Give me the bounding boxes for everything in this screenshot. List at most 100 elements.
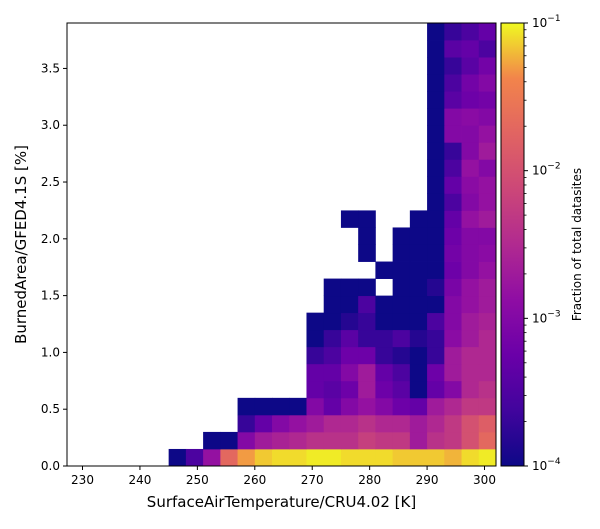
heatmap-cell (478, 363, 497, 382)
heatmap-cell (358, 244, 376, 262)
heatmap-cell (444, 346, 462, 365)
x-tick-label: 290 (416, 473, 439, 487)
heatmap-cell (306, 380, 325, 399)
heatmap-cell (427, 397, 445, 416)
heatmap-cell (392, 227, 411, 245)
x-tick-label: 280 (358, 473, 381, 487)
colorbar-tick-label: 10−1 (532, 14, 561, 30)
heatmap-cell (237, 431, 256, 450)
heatmap-cell (427, 142, 445, 160)
heatmap-cell (427, 312, 445, 331)
heatmap-cell (340, 448, 359, 467)
heatmap-cell (444, 210, 462, 228)
heatmap-cell (427, 346, 445, 365)
y-tick-label: 0.5 (41, 402, 60, 416)
heatmap-cell (237, 414, 256, 433)
heatmap-cell (254, 431, 273, 450)
y-tick-label: 3.0 (41, 118, 60, 132)
heatmap-cell (444, 261, 462, 279)
heatmap-cell (392, 329, 411, 348)
heatmap-cell (427, 329, 445, 348)
heatmap-cell (392, 448, 411, 467)
heatmap-cell (409, 363, 428, 382)
x-tick-label: 260 (243, 473, 266, 487)
heatmap-cell (358, 380, 376, 399)
heatmap-cell (392, 363, 411, 382)
heatmap-cell (340, 295, 359, 314)
heatmap-cell (427, 159, 445, 177)
y-tick-label: 1.0 (41, 345, 60, 359)
heatmap-cell (289, 431, 307, 450)
heatmap-cell (427, 295, 445, 314)
heatmap-cell (478, 346, 497, 365)
heatmap-cell (306, 363, 325, 382)
heatmap-cell (427, 448, 445, 467)
heatmap-cell (461, 142, 480, 160)
heatmap-cell (375, 380, 394, 399)
heatmap-cell (323, 278, 342, 297)
heatmap-cell (461, 227, 480, 245)
heatmap-cell (461, 431, 480, 450)
heatmap-cell (340, 329, 359, 348)
heatmap-cell (254, 448, 273, 467)
heatmap-cell (409, 210, 428, 228)
heatmap-cell (358, 363, 376, 382)
heatmap-cell (461, 125, 480, 143)
heatmap-cell (340, 431, 359, 450)
heatmap-cell (340, 278, 359, 297)
heatmap-cell (358, 448, 376, 467)
heatmap-cell (375, 414, 394, 433)
heatmap-cell (203, 431, 221, 450)
heatmap-cell (478, 261, 497, 279)
heatmap-cell (478, 380, 497, 399)
heatmap-cell (358, 431, 376, 450)
heatmap-cell (409, 295, 428, 314)
heatmap-cell (306, 431, 325, 450)
heatmap-cell (461, 193, 480, 211)
heatmap-cell (444, 159, 462, 177)
heatmap-cell (461, 176, 480, 194)
colorbar (500, 22, 525, 467)
heatmap-cell (409, 448, 428, 467)
heatmap-cell (461, 295, 480, 314)
heatmap-cell (323, 380, 342, 399)
y-tick-label: 2.5 (41, 175, 60, 189)
heatmap-cell (306, 448, 325, 467)
heatmap-cell (478, 91, 497, 109)
heatmap-cell (306, 346, 325, 365)
heatmap-cell (409, 244, 428, 262)
heatmap-cell (168, 448, 187, 467)
y-axis-label: BurnedArea/GFED4.1S [%] (12, 145, 30, 344)
heatmap-cell (461, 346, 480, 365)
heatmap-cell (478, 176, 497, 194)
heatmap-cell (461, 91, 480, 109)
heatmap-cell (289, 414, 307, 433)
heatmap-cell (427, 244, 445, 262)
heatmap-cell (392, 244, 411, 262)
heatmap-cell (203, 448, 221, 467)
heatmap-cell (323, 363, 342, 382)
heatmap-cell (254, 414, 273, 433)
heatmap-cell (272, 397, 290, 416)
heatmap-cell (340, 346, 359, 365)
heatmap-cell (289, 397, 307, 416)
heatmap-cell (444, 431, 462, 450)
x-tick-label: 300 (473, 473, 496, 487)
heatmap-cell (358, 278, 376, 297)
heatmap-cell (461, 448, 480, 467)
heatmap-cell (478, 74, 497, 92)
heatmap-cell (478, 159, 497, 177)
heatmap-cell (461, 329, 480, 348)
heatmap-cell (444, 91, 462, 109)
heatmap-cell (392, 278, 411, 297)
x-axis-label: SurfaceAirTemperature/CRU4.02 [K] (147, 493, 416, 511)
heatmap-cell (375, 312, 394, 331)
heatmap-cell (427, 193, 445, 211)
heatmap-cell (340, 414, 359, 433)
heatmap-cell (444, 278, 462, 297)
heatmap-cell (340, 312, 359, 331)
heatmap-cell (478, 108, 497, 126)
heatmap-cell (375, 295, 394, 314)
heatmap-cell (444, 57, 462, 75)
heatmap-cell (444, 329, 462, 348)
